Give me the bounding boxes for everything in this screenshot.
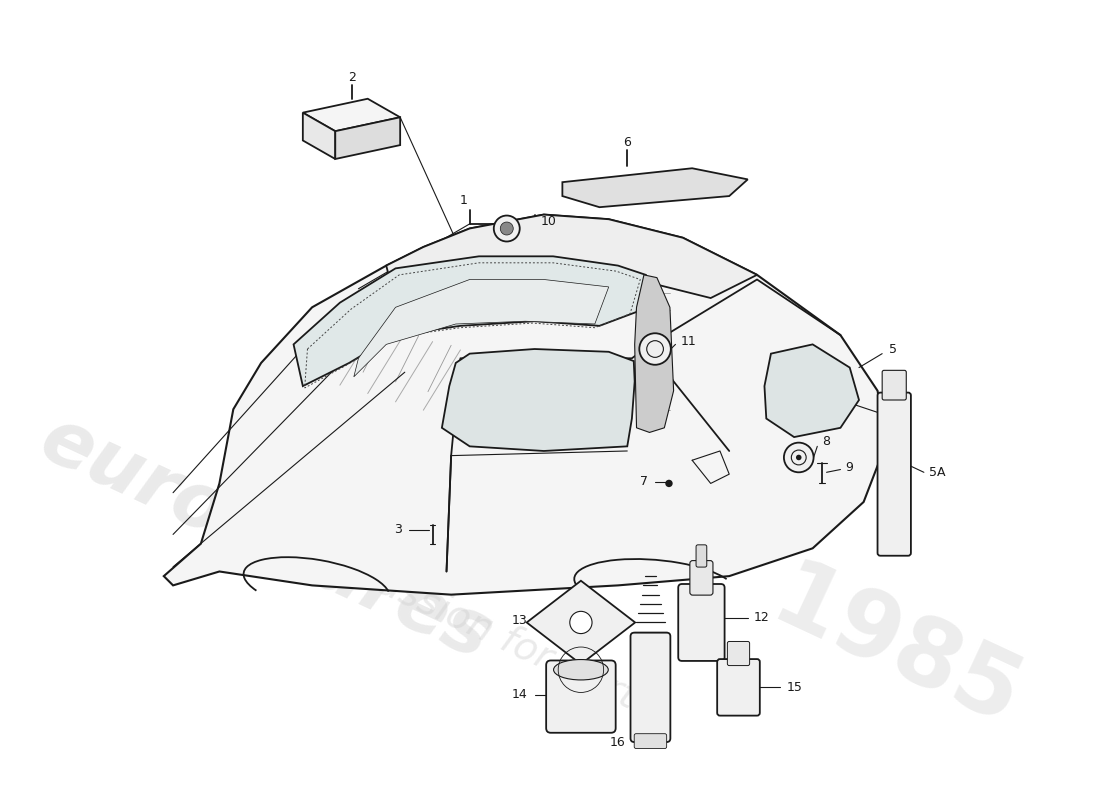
Circle shape (500, 222, 514, 235)
Text: 5A: 5A (928, 466, 945, 479)
Text: europaares: europaares (29, 402, 503, 676)
Polygon shape (442, 349, 635, 451)
Polygon shape (386, 214, 757, 302)
FancyBboxPatch shape (727, 642, 749, 666)
Polygon shape (164, 214, 887, 594)
Text: 15: 15 (786, 681, 803, 694)
Text: a passion for parts: a passion for parts (316, 538, 660, 726)
Polygon shape (764, 344, 859, 437)
FancyBboxPatch shape (690, 561, 713, 595)
Polygon shape (562, 168, 748, 207)
Polygon shape (354, 279, 608, 377)
FancyBboxPatch shape (696, 545, 707, 567)
Circle shape (639, 334, 671, 365)
Text: 10: 10 (541, 214, 557, 228)
Text: 8: 8 (822, 435, 829, 448)
Text: 1985: 1985 (758, 553, 1035, 747)
Text: 2: 2 (348, 71, 356, 84)
Text: 6: 6 (624, 136, 631, 149)
Text: 7: 7 (640, 475, 648, 488)
Circle shape (666, 480, 673, 487)
Text: 16: 16 (609, 737, 626, 750)
Text: SET: SET (333, 113, 369, 131)
Text: 5: 5 (889, 342, 896, 355)
Polygon shape (336, 118, 400, 159)
Polygon shape (527, 581, 635, 664)
Text: 12: 12 (754, 611, 769, 624)
Circle shape (494, 215, 519, 242)
FancyBboxPatch shape (878, 393, 911, 556)
FancyBboxPatch shape (635, 734, 667, 749)
Text: 11: 11 (681, 335, 696, 348)
Circle shape (570, 611, 592, 634)
Polygon shape (302, 98, 400, 131)
FancyBboxPatch shape (882, 370, 906, 400)
FancyBboxPatch shape (679, 584, 725, 661)
Text: 14: 14 (512, 688, 527, 702)
Text: 13: 13 (512, 614, 527, 627)
Polygon shape (294, 256, 646, 386)
Text: 3: 3 (394, 523, 402, 536)
FancyBboxPatch shape (717, 659, 760, 716)
Ellipse shape (553, 659, 608, 680)
Polygon shape (302, 113, 336, 159)
Circle shape (796, 454, 802, 460)
Text: 4: 4 (889, 407, 896, 421)
Text: 1: 1 (460, 194, 467, 207)
Polygon shape (635, 275, 673, 433)
Text: 9: 9 (845, 461, 853, 474)
Circle shape (784, 442, 814, 472)
FancyBboxPatch shape (630, 633, 670, 742)
FancyBboxPatch shape (547, 661, 616, 733)
